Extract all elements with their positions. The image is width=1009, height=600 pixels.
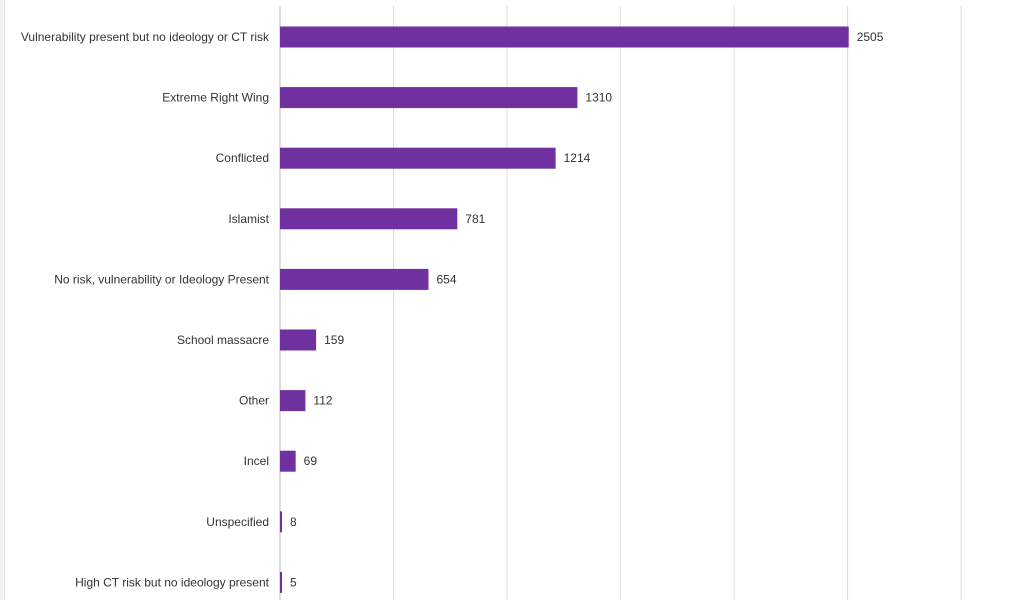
data-labels: 2505 1310 1214 781 654 159 112 69 8 5 xyxy=(290,30,884,589)
data-label: 781 xyxy=(465,212,485,226)
category-label: School massacre xyxy=(177,333,269,347)
bar[interactable] xyxy=(280,147,556,169)
bar[interactable] xyxy=(280,208,458,230)
bar[interactable] xyxy=(280,268,429,290)
bars xyxy=(280,26,849,593)
data-label: 69 xyxy=(304,454,318,468)
bar[interactable] xyxy=(280,26,849,48)
bar[interactable] xyxy=(280,571,282,593)
category-label: Vulnerability present but no ideology or… xyxy=(21,30,270,44)
bar[interactable] xyxy=(280,450,296,472)
category-label: High CT risk but no ideology present xyxy=(75,575,270,589)
data-label: 5 xyxy=(290,575,297,589)
chart-card: Vulnerability present but no ideology or… xyxy=(4,0,1009,600)
data-label: 2505 xyxy=(857,30,884,44)
category-label: Other xyxy=(239,394,269,408)
category-label: Islamist xyxy=(228,212,269,226)
bar-chart: Vulnerability present but no ideology or… xyxy=(21,6,962,600)
bar[interactable] xyxy=(280,87,578,109)
category-label: No risk, vulnerability or Ideology Prese… xyxy=(54,272,269,286)
data-label: 159 xyxy=(324,333,344,347)
data-label: 1310 xyxy=(585,91,612,105)
category-label: Conflicted xyxy=(216,151,269,165)
data-label: 8 xyxy=(290,515,297,529)
category-label: Extreme Right Wing xyxy=(162,91,269,105)
bar[interactable] xyxy=(280,390,306,412)
category-labels: Vulnerability present but no ideology or… xyxy=(21,30,270,589)
data-label: 1214 xyxy=(564,151,591,165)
data-label: 112 xyxy=(313,394,332,408)
category-label: Unspecified xyxy=(206,515,269,529)
category-label: Incel xyxy=(244,454,269,468)
data-label: 654 xyxy=(436,272,456,286)
bar[interactable] xyxy=(280,329,317,351)
bar[interactable] xyxy=(280,511,282,533)
